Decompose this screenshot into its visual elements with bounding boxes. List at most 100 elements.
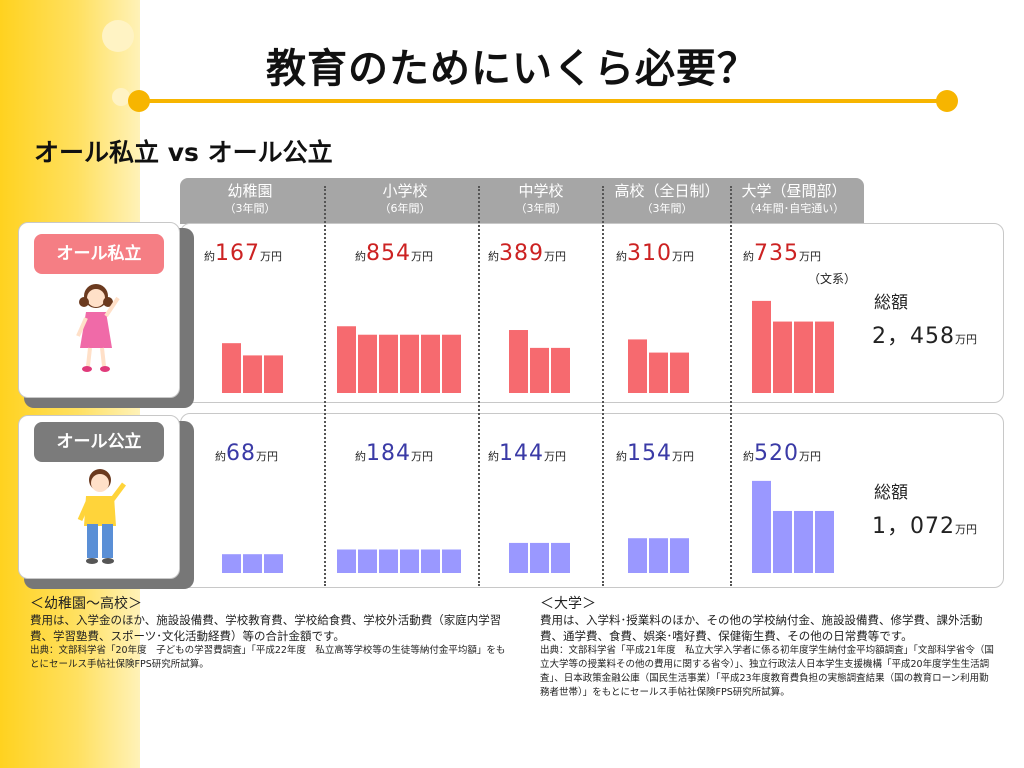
amount-unit: 万円 — [411, 250, 433, 263]
decorative-circle — [102, 20, 134, 52]
amount-unit: 万円 — [260, 250, 282, 263]
public-bar-elementary — [421, 549, 440, 573]
private-bar-elementary — [379, 334, 398, 393]
header-years: （4年間･自宅通い） — [743, 202, 845, 215]
private-bar-high-school — [649, 352, 668, 393]
amount-unit: 万円 — [672, 450, 694, 463]
total-unit: 万円 — [955, 523, 977, 536]
public-total-value: 1，072万円 — [872, 508, 977, 540]
subtitle: オール私立 vs オール公立 — [34, 138, 333, 167]
university-liberal-arts-note: （文系） — [808, 272, 857, 286]
amount-prefix: 約 — [355, 250, 366, 263]
note-right: ＜大学＞ 費用は、入学料･授業料のほか、その他の学校納付金、施設設備費、修学費、… — [540, 596, 996, 700]
header-bar — [180, 178, 864, 224]
public-bar-university — [794, 510, 813, 573]
header-kindergarten: 幼稚園 （3年間） — [190, 182, 310, 216]
title-dot-right — [936, 90, 958, 112]
public-amount-university: 約520万円 — [743, 441, 821, 466]
header-years: （6年間） — [379, 202, 431, 215]
public-bar-elementary — [442, 549, 461, 573]
note-right-heading: ＜大学＞ — [540, 596, 596, 612]
private-bar-elementary — [358, 334, 377, 393]
note-right-source: 出典：文部科学省「平成21年度 私立大学入学者に係る初年度学生納付金平均額調査」… — [540, 645, 994, 698]
amount-prefix: 約 — [616, 250, 627, 263]
private-bar-elementary — [442, 334, 461, 393]
private-total-value: 2，458万円 — [872, 318, 977, 350]
private-bar-elementary — [400, 334, 419, 393]
column-divider — [602, 186, 604, 586]
amount-unit: 万円 — [544, 450, 566, 463]
column-divider — [478, 186, 480, 586]
private-amount-kindergarten: 約167万円 — [204, 241, 282, 266]
column-divider — [324, 186, 326, 586]
note-left-heading: ＜幼稚園〜高校＞ — [30, 596, 142, 612]
header-years: （3年間） — [515, 202, 567, 215]
header-university: 大学（昼間部） （4年間･自宅通い） — [730, 182, 858, 216]
amount-number: 68 — [226, 441, 256, 466]
public-amount-junior-high: 約144万円 — [488, 441, 566, 466]
header-junior-high: 中学校 （3年間） — [482, 182, 600, 216]
public-bar-kindergarten — [264, 554, 283, 573]
public-bar-junior-high — [530, 542, 549, 573]
amount-number: 389 — [499, 241, 544, 266]
header-years: （3年間） — [224, 202, 276, 215]
public-bar-kindergarten — [243, 554, 262, 573]
note-right-body: 費用は、入学料･授業料のほか、その他の学校納付金、施設設備費、修学費、課外活動費… — [540, 613, 983, 643]
amount-number: 854 — [366, 241, 411, 266]
public-bar-high-school — [649, 538, 668, 573]
public-label-badge: オール公立 — [34, 422, 164, 462]
public-bar-university — [773, 510, 792, 573]
public-bar-university — [752, 480, 771, 573]
boy-illustration — [77, 469, 126, 564]
header-name: 大学（昼間部） — [741, 182, 847, 200]
public-row-panel — [180, 413, 1004, 588]
public-bar-junior-high — [509, 542, 528, 573]
public-bar-elementary — [379, 549, 398, 573]
amount-prefix: 約 — [616, 450, 627, 463]
private-amount-junior-high: 約389万円 — [488, 241, 566, 266]
amount-unit: 万円 — [672, 250, 694, 263]
private-bar-high-school — [628, 339, 647, 393]
private-bar-high-school — [670, 352, 689, 393]
total-number: 1，072 — [872, 514, 955, 539]
amount-unit: 万円 — [411, 450, 433, 463]
private-bar-university — [773, 321, 792, 393]
public-bar-junior-high — [551, 542, 570, 573]
amount-prefix: 約 — [355, 450, 366, 463]
amount-number: 735 — [754, 241, 799, 266]
private-bar-kindergarten — [243, 355, 262, 393]
private-amount-elementary: 約854万円 — [355, 241, 433, 266]
private-label-badge: オール私立 — [34, 234, 164, 274]
private-bar-junior-high — [509, 330, 528, 393]
header-name: 中学校 — [518, 182, 564, 200]
private-amount-university: 約735万円 — [743, 241, 821, 266]
public-bar-university — [815, 510, 834, 573]
public-bar-high-school — [628, 538, 647, 573]
private-total-label: 総額 — [874, 293, 908, 313]
amount-number: 167 — [215, 241, 260, 266]
header-name: 幼稚園 — [227, 182, 273, 200]
amount-number: 144 — [499, 441, 544, 466]
amount-unit: 万円 — [544, 250, 566, 263]
page-title: 教育のためにいくら必要？ — [266, 46, 758, 92]
total-unit: 万円 — [955, 333, 977, 346]
public-amount-elementary: 約184万円 — [355, 441, 433, 466]
private-bar-kindergarten — [264, 355, 283, 393]
public-bar-elementary — [400, 549, 419, 573]
amount-prefix: 約 — [204, 250, 215, 263]
header-elementary: 小学校 （6年間） — [330, 182, 480, 216]
public-bar-high-school — [670, 538, 689, 573]
private-bar-elementary — [337, 326, 356, 393]
amount-prefix: 約 — [743, 250, 754, 263]
public-amount-high-school: 約154万円 — [616, 441, 694, 466]
title-dot-left — [128, 90, 150, 112]
note-left: ＜幼稚園〜高校＞ 費用は、入学金のほか、施設設備費、学校教育費、学校給食費、学校… — [30, 596, 506, 672]
title-underline — [140, 99, 946, 103]
column-divider — [730, 186, 732, 586]
header-years: （3年間） — [641, 202, 693, 215]
amount-unit: 万円 — [256, 450, 278, 463]
private-bar-university — [752, 300, 771, 393]
private-bar-university — [794, 321, 813, 393]
amount-prefix: 約 — [488, 250, 499, 263]
